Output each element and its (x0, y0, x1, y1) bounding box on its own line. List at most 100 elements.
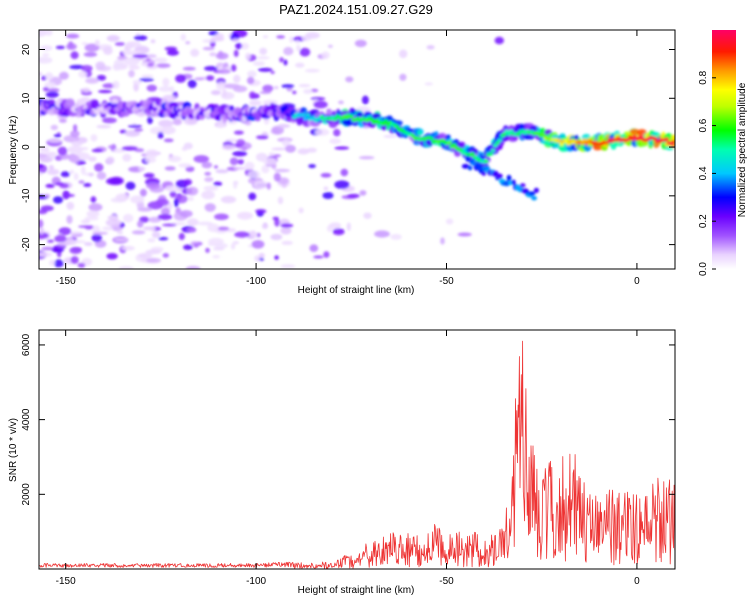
heatmap-cell (234, 231, 250, 238)
heatmap-cell (584, 141, 589, 145)
heatmap-cell (71, 140, 83, 147)
heatmap-cell (557, 139, 562, 143)
heatmap-cell (258, 253, 265, 258)
heatmap-cell (214, 165, 218, 169)
heatmap-cell (45, 72, 54, 81)
heatmap-cell (216, 226, 230, 231)
heatmap-cell (139, 77, 154, 82)
heatmap-cell (207, 223, 219, 232)
heatmap-cell (133, 82, 139, 92)
heatmap-cell (248, 170, 261, 179)
heatmap-cell (208, 237, 224, 246)
heatmap-cell (334, 180, 350, 189)
heatmap-cell (44, 81, 56, 88)
heatmap-cell (233, 180, 238, 189)
x-tick-label: -100 (246, 576, 266, 587)
y-tick-label: 0 (21, 144, 32, 150)
spectrogram-frame (38, 29, 676, 270)
heatmap-cell (62, 193, 75, 198)
heatmap-cell (231, 38, 240, 42)
heatmap-cell (187, 79, 197, 89)
heatmap-cell (94, 39, 100, 47)
heatmap-cell (53, 259, 64, 268)
heatmap-cell (88, 203, 103, 212)
heatmap-cell (491, 170, 499, 177)
heatmap-cell (274, 168, 291, 173)
heatmap-cell (664, 137, 669, 141)
heatmap-cell (66, 201, 75, 210)
heatmap-cell (80, 166, 86, 175)
heatmap-cell (509, 129, 514, 134)
heatmap-cell (102, 83, 116, 89)
heatmap-cell (92, 231, 108, 235)
heatmap-cell (169, 86, 175, 93)
heatmap-cell (329, 138, 342, 145)
heatmap-cell (528, 191, 536, 196)
snr-ylabel: SNR (10 * v/v) (8, 418, 19, 482)
heatmap-cell (180, 33, 186, 41)
heatmap-cell (247, 70, 257, 78)
heatmap-cell (457, 232, 472, 237)
heatmap-cell (268, 152, 275, 157)
heatmap-cell (497, 138, 502, 142)
heatmap-cell (216, 122, 226, 128)
spectrogram-xlabel: Height of straight line (km) (298, 285, 415, 296)
heatmap-cell (112, 80, 120, 89)
heatmap-cell (303, 89, 313, 94)
heatmap-cell (41, 246, 56, 251)
heatmap-cell (185, 41, 191, 45)
heatmap-cell (66, 43, 77, 50)
heatmap-cell (131, 230, 146, 235)
heatmap-cell (66, 33, 80, 39)
heatmap-cell (112, 148, 126, 153)
heatmap-cell (204, 203, 216, 212)
heatmap-cell (145, 149, 159, 159)
x-tick-label: -100 (246, 276, 266, 287)
heatmap-cell (399, 49, 408, 59)
heatmap-cell (89, 172, 94, 177)
heatmap-cell (310, 88, 319, 93)
heatmap-cell (103, 46, 113, 55)
heatmap-cell (78, 99, 87, 105)
heatmap-cell (222, 89, 227, 98)
heatmap-cell (210, 90, 221, 96)
heatmap-cell (132, 80, 142, 85)
y-tick-label: 4000 (21, 408, 32, 431)
heatmap-cell (57, 146, 68, 156)
heatmap-cell (45, 151, 58, 156)
heatmap-cell (292, 90, 297, 95)
heatmap-cell (193, 243, 199, 248)
heatmap-cell (58, 227, 72, 236)
heatmap-cell (354, 39, 367, 48)
heatmap-cell (233, 166, 246, 170)
heatmap-cell (445, 218, 454, 225)
heatmap-cell (310, 97, 326, 101)
heatmap-cell (206, 75, 215, 81)
heatmap-cell (122, 49, 133, 56)
heatmap-cell (121, 146, 138, 151)
heatmap-cell (217, 69, 231, 74)
heatmap-cell (60, 171, 70, 178)
heatmap-cell (289, 36, 294, 43)
heatmap-cell (147, 62, 155, 67)
heatmap-cell (261, 165, 270, 174)
heatmap-cell (118, 266, 134, 269)
heatmap-cell (204, 171, 212, 176)
heatmap-cell (78, 70, 88, 78)
heatmap-cell (39, 227, 45, 235)
heatmap-cell (178, 163, 192, 168)
colorbar-label: Normalized spectral amplitude (737, 82, 748, 217)
y-tick-label: 2000 (21, 483, 32, 506)
heatmap-cell (82, 87, 91, 93)
heatmap-cell (259, 47, 268, 55)
heatmap-cell (488, 152, 493, 156)
heatmap-cell (202, 46, 215, 51)
heatmap-cell (187, 196, 194, 201)
heatmap-cell (158, 86, 173, 92)
heatmap-cell (39, 219, 44, 229)
heatmap-cell (79, 147, 89, 151)
heatmap-cell (282, 139, 291, 147)
heatmap-cell (305, 32, 320, 39)
